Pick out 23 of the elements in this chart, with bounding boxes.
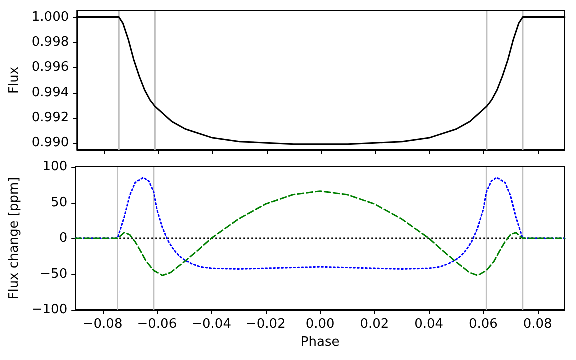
y-tick-label: 100 [42,160,68,174]
y-axis-title: Flux change [ppm] [7,177,22,300]
x-tick-label: −0.02 [246,317,286,332]
y-tick-label: −50 [40,266,68,282]
y-tick-label: −100 [32,302,68,318]
x-tick-label: 0.08 [523,317,552,332]
y-axis-title: Flux [7,66,22,94]
y-tick-label: 1.000 [32,10,70,25]
x-tick-label: 0.06 [468,317,498,332]
x-tick-label: 0.02 [360,317,390,332]
y-tick-label: 0.996 [32,60,70,76]
x-tick-label: −0.04 [192,317,232,332]
x-tick-label: −0.08 [82,317,123,332]
x-tick-label: 0.00 [306,317,335,332]
y-tick-label: 0.998 [32,34,70,50]
x-tick-label: −0.06 [137,317,178,332]
y-tick-label: 0.994 [32,85,70,100]
x-tick-label: 0.04 [414,317,444,332]
x-axis-title: Phase [300,334,340,350]
y-tick-label: 0.992 [32,110,70,126]
y-tick-label: 50 [51,195,68,210]
y-tick-label: 0 [59,231,68,246]
y-tick-label: 0.990 [32,136,70,151]
